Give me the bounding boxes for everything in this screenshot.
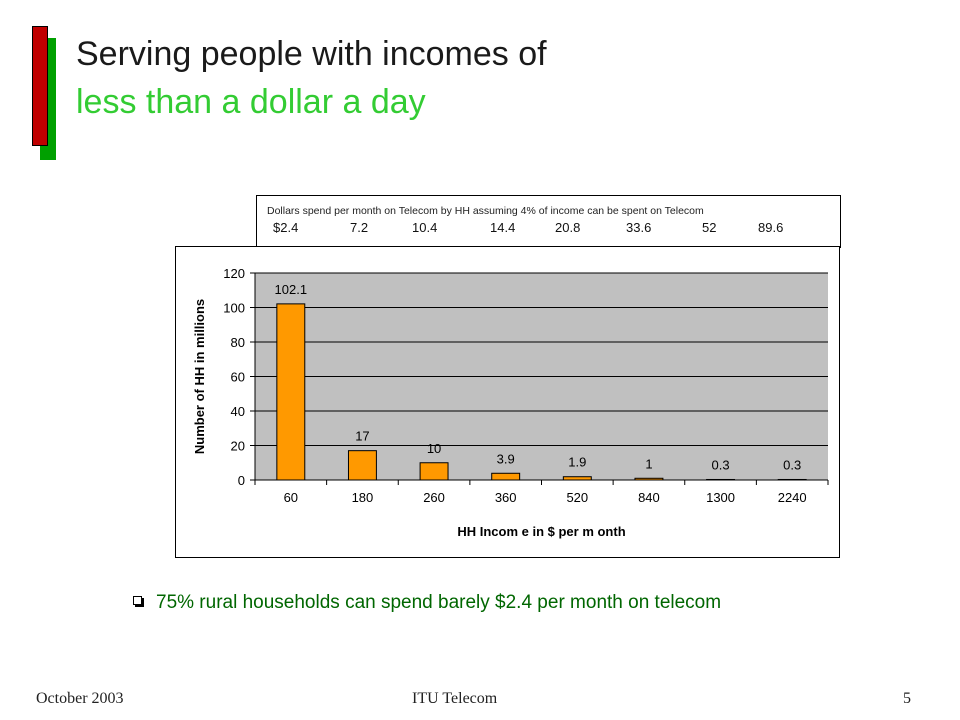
- y-tick-label: 0: [238, 473, 245, 488]
- telecom-spend-value: 89.6: [758, 220, 784, 235]
- bar: [634, 477, 664, 481]
- y-tick-label: 60: [231, 370, 245, 385]
- telecom-spend-value: 52: [702, 220, 717, 235]
- x-axis-label: HH Incom e in $ per m onth: [457, 524, 625, 539]
- data-label: 17: [355, 429, 369, 444]
- telecom-spend-value: 7.2: [350, 220, 369, 235]
- x-tick-label: 1300: [706, 490, 735, 505]
- data-label: 1: [645, 456, 652, 471]
- title-line-2: less than a dollar a day: [76, 83, 426, 121]
- telecom-spend-value: 20.8: [555, 220, 581, 235]
- x-tick-label: 180: [352, 490, 374, 505]
- data-label: 0.3: [712, 457, 730, 472]
- data-label: 0.3: [783, 457, 801, 472]
- x-tick-label: 2240: [778, 490, 807, 505]
- bullet-text: 75% rural households can spend barely $2…: [156, 592, 722, 613]
- title-accent-bar-red: [32, 26, 48, 146]
- data-label: 10: [427, 441, 441, 456]
- telecom-spend-value: 14.4: [490, 220, 516, 235]
- bar: [419, 462, 449, 481]
- x-tick-label: 360: [495, 490, 517, 505]
- telecom-spend-box: Dollars spend per month on Telecom by HH…: [256, 195, 841, 248]
- x-tick-label: 60: [284, 490, 298, 505]
- x-tick-label: 260: [423, 490, 445, 505]
- bar: [562, 476, 592, 481]
- bar: [276, 303, 306, 481]
- x-tick-label: 520: [566, 490, 588, 505]
- y-axis-label: Number of HH in millions: [192, 299, 207, 454]
- page-title: Serving people with incomes of less than…: [76, 30, 547, 126]
- data-label: 1.9: [568, 455, 586, 470]
- title-line-1: Serving people with incomes of: [76, 35, 547, 73]
- telecom-spend-value: $2.4: [273, 220, 299, 235]
- bar: [491, 472, 521, 481]
- bar: [347, 450, 377, 481]
- y-tick-label: 40: [231, 404, 245, 419]
- bar-chart: 0 20 40 60 80 100 120 102.1 60 17 180 10 260 3.9 360 1.…: [192, 266, 829, 539]
- data-label: 102.1: [275, 282, 308, 297]
- bar: [706, 478, 736, 481]
- telecom-spend-caption: Dollars spend per month on Telecom by HH…: [267, 205, 704, 217]
- bullet-square-icon: [133, 596, 142, 606]
- bullet-point: 75% rural households can spend barely $2…: [133, 592, 721, 614]
- bar: [777, 478, 807, 481]
- x-tick-label: 840: [638, 490, 660, 505]
- y-tick-label: 20: [231, 439, 245, 454]
- telecom-spend-value: 33.6: [626, 220, 652, 235]
- telecom-spend-value: 10.4: [412, 220, 438, 235]
- y-tick-label: 120: [223, 266, 245, 281]
- footer-page-number: 5: [903, 690, 911, 707]
- footer-date: October 2003: [36, 690, 124, 707]
- chart-container: 0 20 40 60 80 100 120 102.1 60 17 180 10 260 3.9 360 1.…: [175, 246, 840, 558]
- data-label: 3.9: [497, 451, 515, 466]
- footer-org: ITU Telecom: [412, 690, 498, 707]
- y-tick-label: 80: [231, 335, 245, 350]
- y-tick-label: 100: [223, 301, 245, 316]
